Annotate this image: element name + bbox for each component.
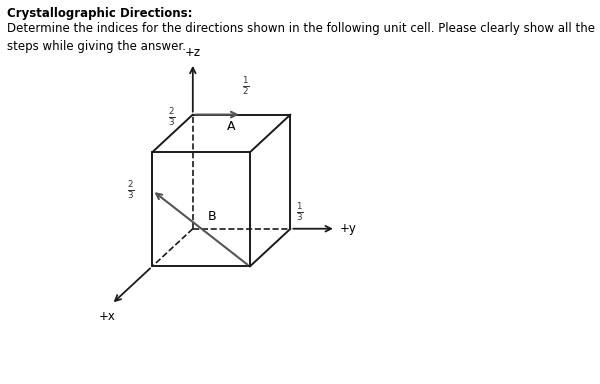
Text: A: A: [227, 119, 235, 132]
Text: B: B: [207, 210, 216, 223]
Text: $\frac{1}{2}$: $\frac{1}{2}$: [242, 75, 250, 97]
Text: Crystallographic Directions:: Crystallographic Directions:: [7, 7, 193, 20]
Text: $\frac{2}{3}$: $\frac{2}{3}$: [127, 179, 135, 201]
Text: +x: +x: [99, 310, 116, 323]
Text: +y: +y: [340, 222, 356, 235]
Text: $\frac{2}{3}$: $\frac{2}{3}$: [168, 106, 176, 127]
Text: Determine the indices for the directions shown in the following unit cell. Pleas: Determine the indices for the directions…: [7, 22, 595, 53]
Text: $\frac{1}{3}$: $\frac{1}{3}$: [296, 200, 304, 222]
Text: +z: +z: [185, 46, 201, 59]
